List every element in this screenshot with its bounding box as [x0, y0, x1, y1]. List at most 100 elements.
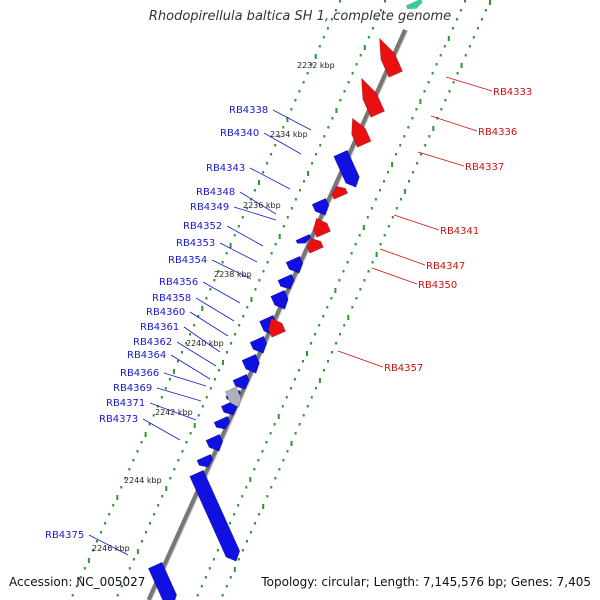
gc-dot	[347, 315, 350, 320]
forward-gene-arrow[interactable]	[205, 433, 224, 452]
reverse-gene-label[interactable]: RB4337	[465, 162, 504, 173]
gc-dot	[221, 594, 224, 597]
forward-gene-label[interactable]: RB4369	[113, 383, 152, 394]
gc-dot	[185, 441, 188, 444]
gc-dot	[339, 99, 342, 102]
forward-gene-arrow[interactable]	[147, 561, 178, 600]
forward-gene-label[interactable]: RB4371	[106, 398, 145, 409]
forward-gene-label[interactable]: RB4340	[220, 128, 259, 139]
forward-label-leader	[239, 191, 277, 215]
pseudo-gene-block[interactable]	[224, 386, 242, 408]
reverse-gene-label[interactable]: RB4347	[426, 261, 465, 272]
forward-label-leader	[226, 225, 264, 247]
gc-dot	[201, 405, 204, 408]
gc-dot	[395, 207, 398, 210]
gc-dot	[310, 342, 313, 345]
reverse-gene-labels[interactable]: RB4333 RB4336 RB4337 RB4341 RB4347 RB4350 RB43…	[337, 76, 532, 374]
gc-dot	[282, 126, 285, 129]
forward-gene-arrow[interactable]	[189, 469, 241, 562]
forward-gene-label[interactable]: RB4361	[140, 322, 179, 333]
reverse-gene-label[interactable]: RB4341	[440, 226, 479, 237]
gc-dot	[459, 9, 462, 12]
forward-label-leader	[272, 109, 312, 131]
gc-dot	[253, 468, 256, 471]
forward-label-leader	[142, 418, 181, 441]
forward-gene-label[interactable]: RB4356	[159, 277, 198, 288]
reverse-gene-arrow[interactable]	[351, 117, 372, 148]
forward-gene-arrow[interactable]	[295, 233, 312, 244]
rna-gene-arrow[interactable]	[405, 0, 423, 10]
reverse-label-leader	[393, 214, 440, 231]
forward-gene-label[interactable]: RB4354	[168, 255, 207, 266]
forward-gene-arrow[interactable]	[285, 255, 304, 274]
reverse-gene-label[interactable]: RB4333	[493, 87, 532, 98]
reverse-strand-genes[interactable]	[267, 37, 403, 338]
forward-strand-genes[interactable]	[147, 0, 423, 600]
reverse-gene-label[interactable]: RB4357	[384, 363, 423, 374]
forward-gene-arrow[interactable]	[232, 373, 250, 390]
gc-dot	[246, 306, 249, 309]
gc-dot	[338, 279, 341, 282]
gc-dot	[160, 396, 163, 399]
forward-gene-label[interactable]: RB4375	[45, 530, 84, 541]
gc-dot	[234, 333, 237, 336]
reverse-gene-arrow[interactable]	[267, 317, 286, 338]
reverse-gene-arrow[interactable]	[306, 237, 324, 254]
forward-label-leader	[195, 297, 235, 322]
gc-dot	[164, 387, 167, 390]
forward-gene-arrow[interactable]	[277, 273, 295, 290]
forward-gene-labels[interactable]: RB4338 RB4340 RB4343 RB4348 RB4349 RB4352 RB43…	[45, 105, 312, 556]
gc-dot	[419, 99, 422, 104]
forward-gene-arrow[interactable]	[196, 453, 214, 468]
reverse-gene-arrow[interactable]	[312, 217, 331, 238]
gc-dot	[136, 450, 139, 453]
forward-gene-label[interactable]: RB4348	[196, 187, 235, 198]
forward-label-leader	[163, 372, 207, 387]
forward-gene-arrow[interactable]	[249, 335, 268, 354]
kbp-tick-label: 2244 kbp	[124, 476, 162, 485]
gc-dot	[149, 522, 152, 525]
forward-gene-arrow[interactable]	[213, 415, 231, 430]
forward-gene-label[interactable]: RB4364	[127, 350, 166, 361]
forward-label-leader	[249, 167, 291, 190]
forward-label-leader	[176, 341, 217, 367]
forward-gene-label[interactable]: RB4373	[99, 414, 138, 425]
forward-label-leader	[233, 206, 277, 221]
forward-gene-label[interactable]: RB4362	[133, 337, 172, 348]
reverse-gene-arrow[interactable]	[361, 77, 385, 118]
gc-dot	[322, 369, 325, 372]
forward-gene-label[interactable]: RB4358	[152, 293, 191, 304]
gc-dot	[87, 558, 90, 563]
reverse-gene-arrow[interactable]	[331, 185, 349, 200]
reverse-gene-arrow[interactable]	[379, 37, 403, 78]
gc-dot	[181, 450, 184, 453]
forward-gene-label[interactable]: RB4360	[146, 307, 185, 318]
forward-gene-arrow[interactable]	[333, 149, 360, 188]
gc-dot	[440, 108, 443, 111]
forward-gene-label[interactable]: RB4349	[190, 202, 229, 213]
gc-dot	[468, 45, 471, 48]
forward-gene-label[interactable]: RB4366	[120, 368, 159, 379]
forward-gene-arrow[interactable]	[241, 353, 260, 374]
gc-dot	[363, 279, 366, 282]
gc-dot	[306, 72, 309, 75]
gc-dot	[168, 378, 171, 381]
forward-gene-arrow[interactable]	[270, 289, 289, 310]
gc-dot	[435, 63, 438, 66]
forward-gene-label[interactable]: RB4352	[183, 221, 222, 232]
forward-gene-label[interactable]: RB4353	[176, 238, 215, 249]
reverse-label-leader	[430, 115, 478, 132]
gc-dot	[346, 261, 349, 264]
gc-dot	[75, 585, 78, 588]
gc-dot	[193, 423, 196, 428]
gc-dot	[326, 27, 329, 30]
forward-gene-label[interactable]: RB4343	[206, 163, 245, 174]
reverse-gene-label[interactable]: RB4336	[478, 127, 517, 138]
gc-dot	[173, 468, 176, 471]
gc-dot	[262, 171, 265, 174]
reverse-gene-label[interactable]: RB4350	[418, 280, 457, 291]
forward-gene-arrow[interactable]	[311, 197, 330, 216]
gc-dot	[226, 351, 228, 354]
forward-gene-label[interactable]: RB4338	[229, 105, 268, 116]
